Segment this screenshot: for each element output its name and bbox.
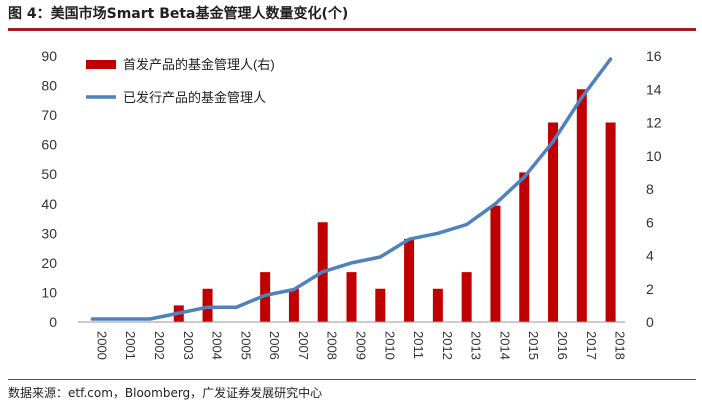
x-tick-label: 2006 xyxy=(267,331,282,360)
right-tick-label: 0 xyxy=(646,314,654,330)
x-tick-label: 2008 xyxy=(325,331,340,360)
right-tick-label: 2 xyxy=(646,281,654,297)
legend-label-line: 已发行产品的基金管理人 xyxy=(123,90,266,105)
title-rule xyxy=(8,28,696,31)
figure-title: 图 4：美国市场Smart Beta基金管理人数量变化(个) xyxy=(8,6,349,22)
legend-label-bar: 首发产品的基金管理人(右) xyxy=(123,57,275,72)
left-tick-label: 10 xyxy=(41,284,57,300)
bar-2017 xyxy=(576,89,587,322)
x-tick-label: 2007 xyxy=(296,331,311,360)
line-series-cumulative xyxy=(90,57,613,321)
bar-2009 xyxy=(346,272,357,322)
right-tick-label: 4 xyxy=(646,248,654,264)
right-tick-label: 10 xyxy=(646,148,662,164)
left-tick-label: 30 xyxy=(41,225,57,241)
x-tick-label: 2003 xyxy=(181,331,196,360)
x-tick-label: 2011 xyxy=(411,331,426,359)
x-tick-label: 2005 xyxy=(238,331,253,360)
right-tick-label: 12 xyxy=(646,115,662,131)
x-tick-label: 2002 xyxy=(152,331,167,360)
x-tick-label: 2010 xyxy=(382,331,397,360)
bar-2012 xyxy=(432,288,443,322)
right-tick-label: 16 xyxy=(646,48,662,64)
x-tick-label: 2016 xyxy=(555,331,570,360)
x-tick-label: 2014 xyxy=(497,331,512,360)
left-tick-label: 90 xyxy=(41,48,57,64)
x-tick-label: 2012 xyxy=(440,331,455,360)
right-tick-label: 8 xyxy=(646,181,654,197)
x-tick-label: 2017 xyxy=(584,331,599,360)
x-tick-label: 2013 xyxy=(469,331,484,360)
right-tick-label: 14 xyxy=(646,81,662,97)
legend-swatch-bar xyxy=(86,60,116,69)
x-tick-label: 2015 xyxy=(526,331,541,360)
plot-area xyxy=(90,57,616,322)
bar-2011 xyxy=(404,238,415,322)
bar-2016 xyxy=(548,122,559,322)
bar-2007 xyxy=(288,288,299,322)
chart-legend: 首发产品的基金管理人(右) 已发行产品的基金管理人 xyxy=(86,57,275,105)
x-tick-label: 2004 xyxy=(210,331,225,360)
left-tick-label: 40 xyxy=(41,196,57,212)
left-tick-label: 20 xyxy=(41,255,57,271)
bar-2004 xyxy=(202,288,213,322)
x-tick-label: 2009 xyxy=(354,331,369,360)
bar-2014 xyxy=(490,205,501,322)
source-rule xyxy=(8,379,696,380)
bar-2015 xyxy=(519,172,530,322)
x-tick-label: 2001 xyxy=(123,331,138,360)
x-tick-label: 2018 xyxy=(613,331,628,360)
left-tick-label: 70 xyxy=(41,107,57,123)
source-note: 数据来源：etf.com，Bloomberg，广发证券发展研究中心 xyxy=(8,386,323,400)
x-tick-label: 2000 xyxy=(94,331,109,360)
left-tick-label: 0 xyxy=(49,314,57,330)
bar-2013 xyxy=(461,272,472,322)
left-tick-label: 80 xyxy=(41,78,57,94)
bar-2010 xyxy=(375,288,386,322)
right-tick-label: 6 xyxy=(646,214,654,230)
bar-2018 xyxy=(605,122,616,322)
chart-axes: 0 10 20 30 40 50 60 70 80 90 0 2 4 6 8 10 12 14 16 2000 2001… xyxy=(41,48,661,360)
left-tick-label: 50 xyxy=(41,166,57,182)
left-tick-label: 60 xyxy=(41,137,57,153)
